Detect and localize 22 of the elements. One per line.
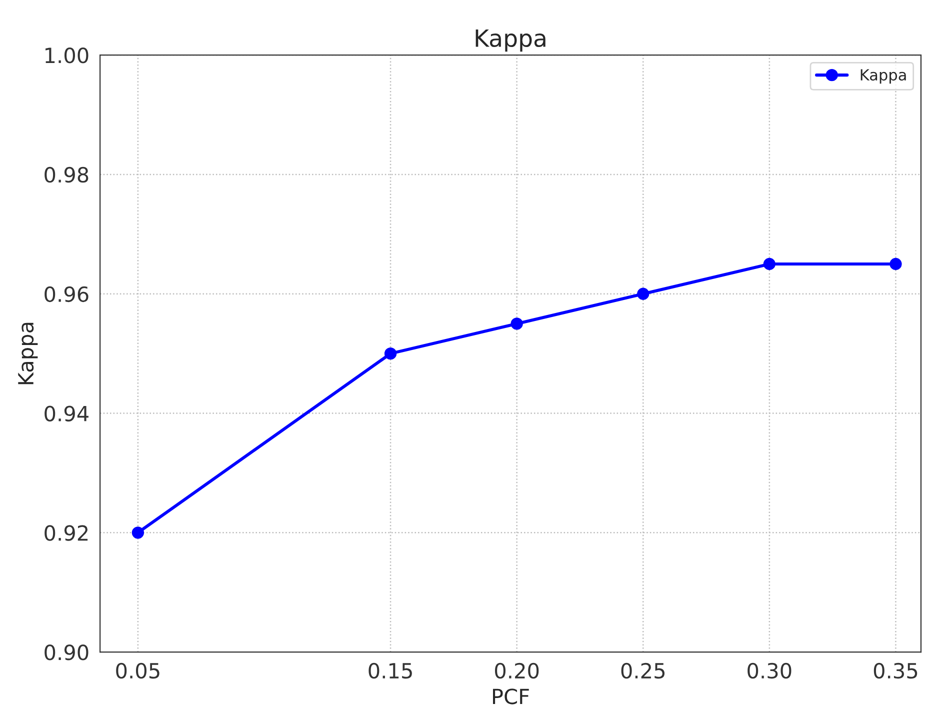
point [763,258,776,270]
x-tick-label: 0.25 [621,662,664,679]
x-axis-title: PCF [493,688,529,704]
chart-title: Kappa [476,30,546,52]
x-tick-label: 0.30 [748,662,792,679]
x-tick-label: 0.35 [874,662,918,679]
x-tick-label: 0.05 [116,662,160,679]
y-tick-label: 0.90 [44,644,88,660]
y-tick-label: 1.00 [46,48,88,64]
point [890,258,902,270]
point [637,288,650,300]
y-tick-label: 0.94 [44,406,88,422]
y-tick-label: 0.98 [44,166,88,183]
point [510,318,523,330]
x-tick-label: 0.15 [368,662,412,679]
y-axis-title: Kappa [18,322,38,384]
y-tick-label: 0.92 [44,525,88,541]
point [384,347,397,360]
y-tick-label: 0.96 [44,286,88,302]
point [132,526,144,539]
legend-label: Kappa [860,69,906,84]
x-tick-label: 0.20 [495,662,539,679]
